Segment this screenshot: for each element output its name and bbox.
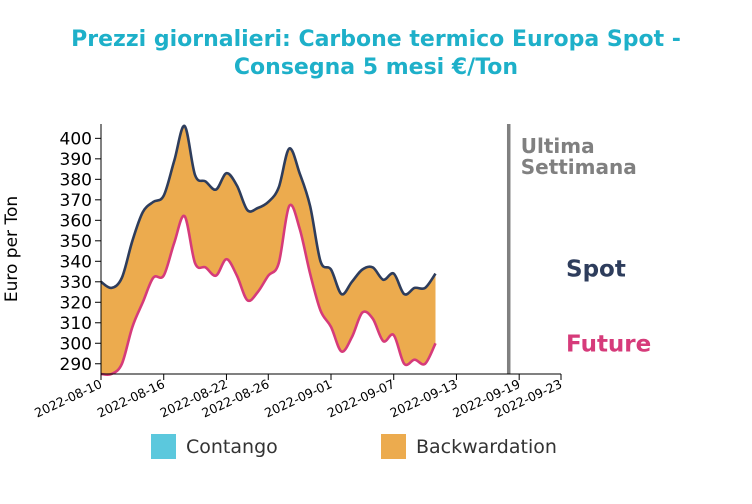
backwardation-area (101, 125, 436, 375)
y-tick-label-300: 300 (60, 334, 92, 354)
y-tick-label-380: 380 (60, 170, 92, 190)
last-week-annotation-line-2: Settimana (521, 155, 637, 179)
legend-swatch-contango (151, 434, 176, 459)
legend-swatch-backwardation (381, 434, 406, 459)
y-tick-label-370: 370 (60, 191, 92, 211)
x-tick-label-2022-09-01: 2022-09-01 (262, 376, 334, 420)
last-week-annotation-line-1: Ultima (521, 134, 595, 158)
chart-title-line-1: Prezzi giornalieri: Carbone termico Euro… (71, 27, 681, 52)
x-tick-label-2022-08-16: 2022-08-16 (95, 376, 167, 420)
series-line-spot (100, 124, 437, 296)
y-tick-label-310: 310 (60, 314, 92, 334)
legend: Contango Backwardation (151, 434, 557, 459)
x-tick-label-2022-08-10: 2022-08-10 (32, 376, 104, 420)
x-tick-label-2022-09-13: 2022-09-13 (388, 376, 460, 420)
series-line-future (100, 203, 437, 377)
y-tick-label-360: 360 (60, 211, 92, 231)
y-axis-label: Euro per Ton (2, 196, 22, 302)
y-tick-label-390: 390 (60, 150, 92, 170)
y-tick-label-330: 330 (60, 273, 92, 293)
y-tick-label-400: 400 (60, 129, 92, 149)
x-tick-label-2022-09-07: 2022-09-07 (325, 376, 397, 420)
series-labels: Spot Future (566, 257, 651, 358)
legend-label-contango: Contango (186, 436, 278, 458)
series-label-spot: Spot (566, 257, 626, 283)
y-tick-label-340: 340 (60, 252, 92, 272)
legend-label-backwardation: Backwardation (416, 436, 557, 458)
y-tick-label-320: 320 (60, 293, 92, 313)
series-label-future: Future (566, 331, 651, 357)
chart-title-line-2: Consegna 5 mesi €/Ton (234, 55, 518, 80)
y-tick-label-290: 290 (60, 355, 92, 375)
y-tick-label-350: 350 (60, 232, 92, 252)
